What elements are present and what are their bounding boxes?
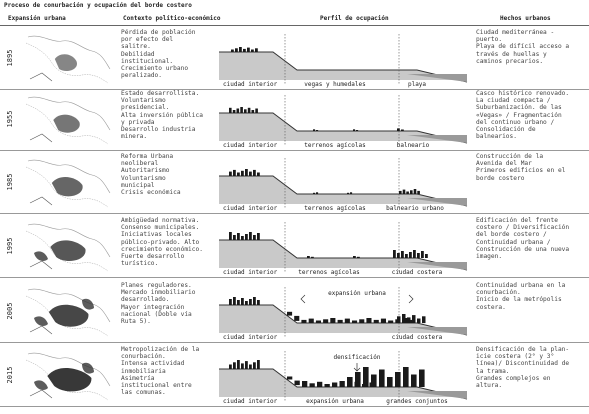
header-hechos: Hechos urbanos (500, 15, 551, 22)
timeline-row: 1895 Pérdida de población por efecto del … (0, 27, 589, 89)
occupation-profile: ciudad interior terrenos agícolas ciudad c… (217, 216, 472, 276)
map-sketch (25, 223, 111, 272)
profile-label: expansión urbana (306, 398, 364, 405)
urban-facts: Casco histórico renovado. La ciudad comp… (476, 90, 570, 141)
profile-label: terrenos agícolas (298, 269, 360, 276)
occupation-profile: ciudad interior vegas y humedales playa (217, 28, 472, 88)
timeline-row: 2015 Metropolización de la conurbación. I… (0, 344, 589, 406)
row-separator (0, 342, 589, 343)
profile-label: ciudad interior (223, 334, 278, 341)
urban-expansion-map (22, 29, 114, 87)
urban-facts: Construcción de la Avenida del Mar Prime… (476, 153, 566, 182)
row-separator (0, 406, 589, 407)
political-economic-context: Ambigüedad normativa. Consenso municipal… (121, 217, 203, 268)
row-separator (0, 89, 589, 90)
profile-diagram: ciudad interior terrenos agícolas balneari… (219, 95, 468, 149)
profile-label: ciudad interior (223, 81, 278, 88)
profile-label: ciudad interior (223, 398, 278, 405)
occupation-profile: expansión urbana ciudad interior ciudad co… (217, 281, 472, 341)
profile-label: terrenos agícolas (304, 205, 366, 212)
map-sketch (25, 35, 111, 84)
occupation-profile: ciudad interior terrenos agícolas balneari… (217, 152, 472, 212)
map-sketch (25, 96, 111, 145)
urban-facts: Ciudad mediterránea - puerto. Playa de d… (476, 29, 570, 65)
row-separator (0, 213, 589, 214)
urban-expansion-map (22, 153, 114, 211)
profile-diagram: ciudad interior terrenos agícolas balneari… (219, 158, 468, 212)
header-perfil: Perfil de ocupación (320, 15, 389, 22)
map-sketch (25, 159, 111, 208)
profile-label: balneario urbano (386, 205, 444, 212)
map-sketch (25, 352, 111, 401)
profile-label: ciudad interior (223, 142, 278, 149)
profile-label: ciudad interior (223, 205, 278, 212)
political-economic-context: Reforma Urbana neoliberal Autoritarismo … (121, 153, 181, 197)
timeline-row: 1985 Reforma Urbana neoliberal Autoritari… (0, 151, 589, 213)
urban-facts: Edificación del frente costero / Diversi… (476, 217, 570, 261)
profile-label: balneario (397, 142, 430, 149)
row-year: 2005 (6, 302, 14, 320)
political-economic-context: Metropolización de la conurbación. Inten… (121, 346, 200, 397)
profile-label: ciudad costera (392, 269, 443, 276)
row-year: 2015 (6, 366, 14, 384)
figure-title: Proceso de conurbación y ocupación del b… (4, 2, 192, 9)
timeline-row: 1955 Estado desarrollista. Voluntarismo p… (0, 88, 589, 150)
political-economic-context: Estado desarrollista. Voluntarismo presi… (121, 90, 203, 141)
urban-facts: Continuidad urbana en la conurbación. In… (476, 282, 566, 311)
row-separator (0, 277, 589, 278)
profile-label: terrenos agícolas (304, 142, 366, 149)
timeline-row: 2005 Planes reguladores. Mercado inmobili… (0, 280, 589, 342)
occupation-profile: densificación ciudad interior expansión ur… (217, 345, 472, 405)
row-separator (0, 150, 589, 151)
profile-diagram: densificación ciudad interior expansión ur… (219, 351, 468, 405)
map-sketch (25, 288, 111, 337)
profile-diagram: ciudad interior vegas y humedales playa (219, 34, 468, 88)
urban-expansion-map (22, 282, 114, 340)
header-rule (0, 25, 589, 26)
urban-expansion-map (22, 217, 114, 275)
row-year: 1985 (6, 173, 14, 191)
political-economic-context: Pérdida de población por efecto del sali… (121, 29, 196, 80)
profile-diagram: expansión urbana ciudad interior ciudad co… (219, 287, 468, 341)
urban-facts: Densificación de la plan- icie costera (… (476, 346, 570, 390)
profile-label: grandes conjuntos (386, 398, 448, 405)
row-year: 1995 (6, 237, 14, 255)
political-economic-context: Planes reguladores. Mercado inmobiliario… (121, 282, 196, 326)
occupation-profile: ciudad interior terrenos agícolas balneari… (217, 89, 472, 149)
profile-label: ciudad interior (223, 269, 278, 276)
profile-label: playa (408, 81, 426, 88)
profile-annotation: densificación (334, 354, 381, 361)
row-year: 1895 (6, 49, 14, 67)
urban-expansion-map (22, 90, 114, 148)
profile-annotation: expansión urbana (328, 290, 386, 297)
timeline-row: 1995 Ambigüedad normativa. Consenso munic… (0, 215, 589, 277)
header-expansion: Expansión urbana (8, 15, 66, 22)
row-year: 1955 (6, 110, 14, 128)
profile-label: vegas y humedales (304, 81, 366, 88)
profile-diagram: ciudad interior terrenos agícolas ciudad c… (219, 222, 468, 276)
profile-label: ciudad costera (392, 334, 443, 341)
header-contexto: Contexto político-económico (123, 15, 221, 22)
urban-expansion-map (22, 346, 114, 404)
